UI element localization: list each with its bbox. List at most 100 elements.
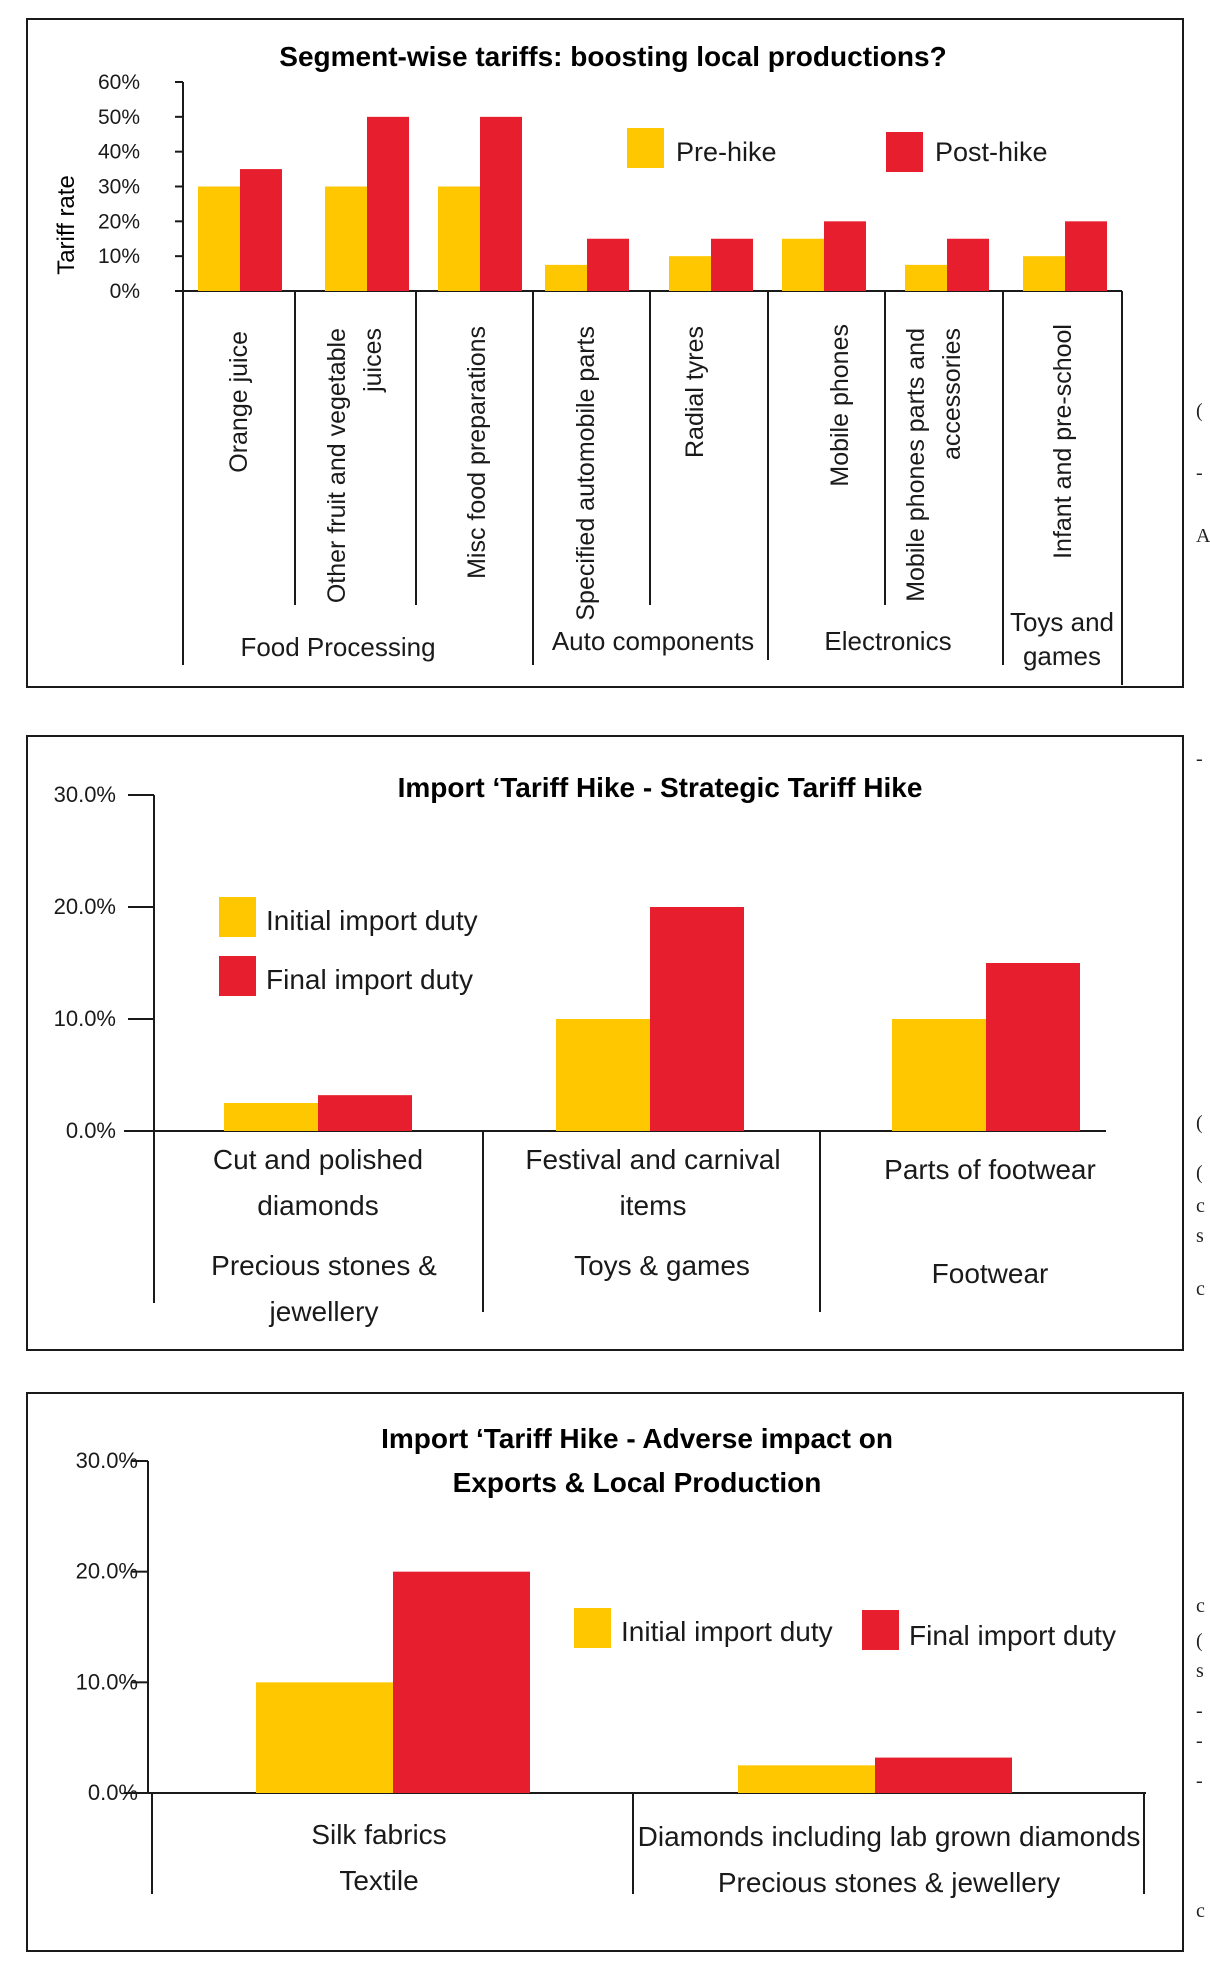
chart-title-line-1: Import ‘Tariff Hike - Adverse impact on <box>381 1423 893 1454</box>
edge-glyph: c <box>1196 1195 1205 1217</box>
edge-glyph: s <box>1196 1660 1204 1682</box>
category-label: accessories <box>938 328 966 460</box>
bar-post-hike <box>711 238 753 291</box>
bar-pre-hike <box>198 186 240 291</box>
category-label: Infant and pre-school <box>1049 324 1077 559</box>
plot-area: 30.0% 20.0% 10.0% 0.0% Cut and polished diamo… <box>54 782 1106 1327</box>
edge-glyph: - <box>1196 748 1203 770</box>
y-tick-label: 0% <box>110 280 140 303</box>
legend-label-pre-hike: Pre-hike <box>676 137 777 167</box>
legend-swatch-post-hike <box>886 132 923 172</box>
bar-pre-hike <box>905 264 947 291</box>
group-label: Electronics <box>824 626 951 656</box>
edge-glyph: A <box>1196 525 1210 547</box>
bar-final-import-duty <box>650 907 744 1131</box>
y-tick-label: 0.0% <box>88 1780 138 1805</box>
group-label: Auto components <box>552 626 754 656</box>
y-tick-label: 30.0% <box>76 1448 138 1473</box>
category-label: Mobile phones <box>826 324 854 487</box>
bar-pre-hike <box>545 264 587 291</box>
edge-glyph: ( <box>1196 1162 1203 1184</box>
category-label: Other fruit and vegetable <box>323 328 351 603</box>
legend-label-final: Final import duty <box>909 1620 1116 1651</box>
y-tick-label: 20.0% <box>76 1559 138 1584</box>
bar-final-import-duty <box>393 1571 530 1793</box>
chart-panel-adverse-impact: Import ‘Tariff Hike - Adverse impact on … <box>26 1392 1184 1952</box>
y-axis-label: Tariff rate <box>53 175 80 275</box>
bar-final-import-duty <box>986 963 1080 1131</box>
category-label: Mobile phones parts and <box>902 328 930 602</box>
chart-title-line-2: Exports & Local Production <box>453 1467 822 1498</box>
bar-post-hike <box>587 238 629 291</box>
category-label: Specified automobile parts <box>572 326 600 621</box>
legend-label-post-hike: Post-hike <box>935 137 1048 167</box>
category-label: juices <box>359 328 387 393</box>
bar-post-hike <box>367 116 409 291</box>
group-label: jewellery <box>269 1296 379 1327</box>
bar-initial-import-duty <box>256 1682 393 1793</box>
y-tick-label: 30.0% <box>54 782 116 807</box>
group-label: Toys & games <box>574 1250 750 1281</box>
legend-label-initial: Initial import duty <box>266 905 478 936</box>
group-label: Precious stones & <box>211 1250 437 1281</box>
legend-swatch-pre-hike <box>627 128 664 168</box>
bar-pre-hike <box>1023 256 1065 291</box>
group-label: Precious stones & jewellery <box>718 1867 1060 1898</box>
group-label: Textile <box>339 1865 418 1896</box>
y-tick-label: 30% <box>98 176 140 199</box>
plot-area: 60% 50% 40% 30% 20% 10% 0% Orange juice Other fr… <box>98 71 1123 685</box>
chart-panel-strategic-tariff: Import ‘Tariff Hike - Strategic Tariff H… <box>26 735 1184 1351</box>
y-tick-label: 20.0% <box>54 894 116 919</box>
bar-final-import-duty <box>318 1095 412 1131</box>
edge-glyph: c <box>1196 1278 1205 1300</box>
plot-area: 30.0% 20.0% 10.0% 0.0% Silk fabrics Diamonds … <box>76 1448 1146 1898</box>
group-label: Food Processing <box>240 632 435 662</box>
edge-glyph: - <box>1196 462 1203 484</box>
legend-swatch-final <box>219 956 256 996</box>
category-label: Silk fabrics <box>311 1819 446 1850</box>
chart-segment-tariffs: Segment-wise tariffs: boosting local pro… <box>53 41 1123 685</box>
y-tick-label: 50% <box>98 106 140 129</box>
category-label: Parts of footwear <box>884 1154 1096 1185</box>
legend-swatch-initial <box>219 897 256 937</box>
bar-pre-hike <box>438 186 480 291</box>
category-label: diamonds <box>257 1190 378 1221</box>
chart-panel-segment-tariffs: Segment-wise tariffs: boosting local pro… <box>26 18 1184 688</box>
y-tick-label: 20% <box>98 210 140 233</box>
legend-swatch-final <box>862 1610 899 1650</box>
y-tick-label: 10.0% <box>54 1006 116 1031</box>
bar-initial-import-duty <box>892 1019 986 1131</box>
bar-post-hike <box>824 221 866 291</box>
group-label: games <box>1023 641 1101 671</box>
edge-glyph: c <box>1196 1900 1205 1922</box>
edge-glyph: - <box>1196 1700 1203 1722</box>
category-label: Cut and polished <box>213 1144 423 1175</box>
edge-glyph: s <box>1196 1225 1204 1247</box>
edge-glyph: ( <box>1196 1112 1203 1134</box>
chart-strategic-tariff: Import ‘Tariff Hike - Strategic Tariff H… <box>54 772 1106 1327</box>
chart-title: Segment-wise tariffs: boosting local pro… <box>279 41 946 72</box>
category-label: Radial tyres <box>681 326 709 458</box>
legend-swatch-initial <box>574 1608 611 1648</box>
group-label: Footwear <box>932 1258 1049 1289</box>
category-label: Misc food preparations <box>463 326 491 579</box>
y-tick-label: 40% <box>98 141 140 164</box>
bar-pre-hike <box>669 256 711 291</box>
y-tick-label: 10.0% <box>76 1669 138 1694</box>
bar-pre-hike <box>782 238 824 291</box>
category-label: Diamonds including lab grown diamonds <box>638 1821 1141 1852</box>
category-label: items <box>620 1190 687 1221</box>
bar-post-hike <box>480 116 522 291</box>
y-tick-label: 10% <box>98 245 140 268</box>
category-label: Orange juice <box>225 331 253 473</box>
legend-label-initial: Initial import duty <box>621 1616 833 1647</box>
bar-post-hike <box>240 169 282 291</box>
y-tick-label: 60% <box>98 71 140 94</box>
bar-initial-import-duty <box>738 1765 875 1793</box>
bar-initial-import-duty <box>556 1019 650 1131</box>
category-label: Festival and carnival <box>525 1144 780 1175</box>
edge-glyph: c <box>1196 1595 1205 1617</box>
edge-glyph: ( <box>1196 1630 1203 1652</box>
edge-glyph: ( <box>1196 400 1203 422</box>
chart-adverse-impact: Import ‘Tariff Hike - Adverse impact on … <box>76 1423 1146 1898</box>
